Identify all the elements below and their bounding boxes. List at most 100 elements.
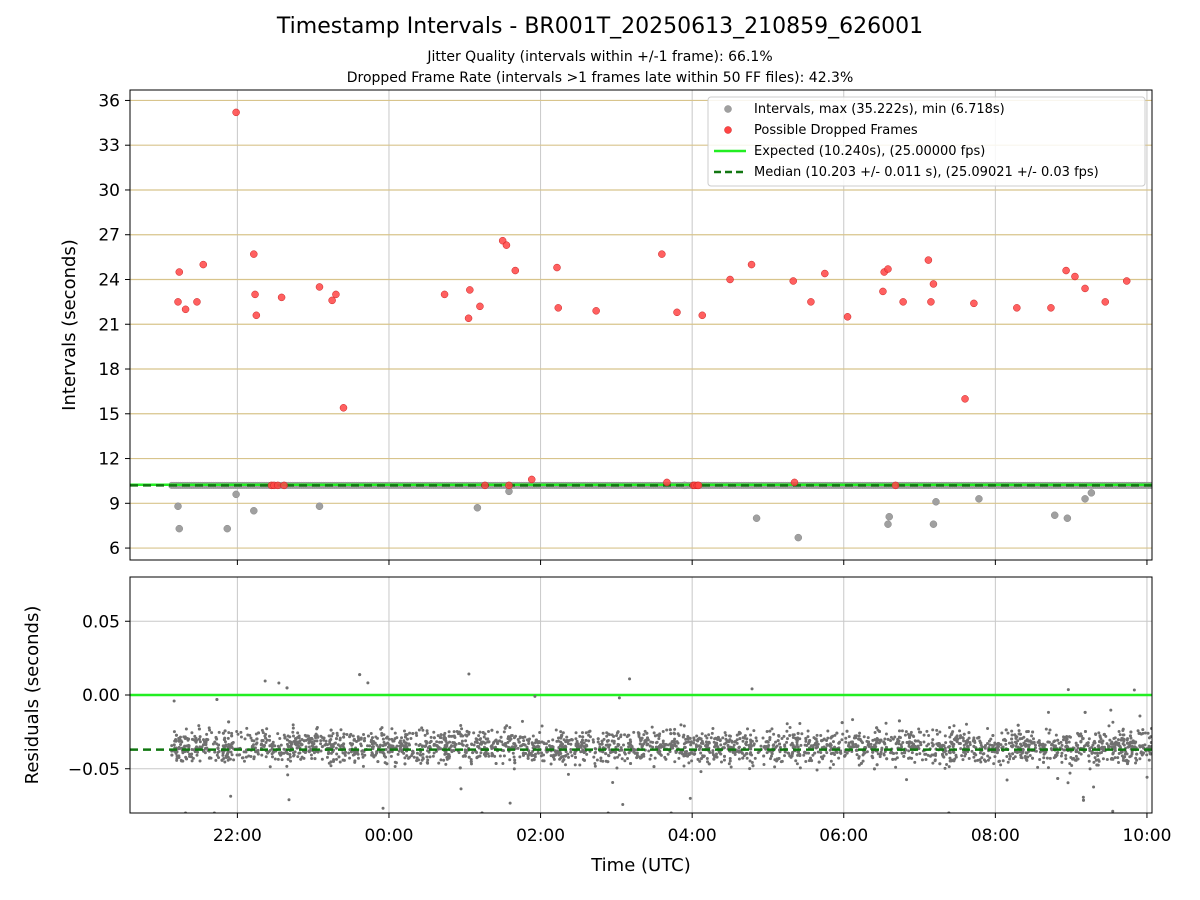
residual-point: [1016, 723, 1020, 727]
residual-point: [707, 762, 711, 766]
residual-point: [508, 758, 512, 762]
residual-point: [637, 732, 641, 736]
residual-point: [596, 737, 600, 741]
residual-point: [851, 718, 855, 722]
residual-point: [414, 742, 418, 746]
residual-point: [935, 732, 939, 736]
residual-point: [1139, 744, 1143, 748]
residual-point: [897, 719, 901, 723]
intervals-y-tick-label: 30: [98, 181, 120, 201]
residual-point: [279, 751, 283, 755]
residual-point: [588, 735, 592, 739]
residual-point: [537, 740, 541, 744]
residual-point: [582, 758, 586, 762]
interval-point: [932, 498, 940, 506]
residual-point: [944, 741, 948, 745]
residual-point: [362, 739, 366, 743]
residual-point: [254, 742, 258, 746]
residual-point: [1069, 756, 1073, 760]
residual-point: [904, 730, 908, 734]
residual-point: [651, 740, 655, 744]
residual-point: [226, 736, 230, 740]
residual-point: [669, 744, 673, 748]
residual-point: [393, 731, 397, 735]
residual-point: [177, 756, 181, 760]
residual-point: [478, 738, 482, 742]
dropped-frame-point: [924, 256, 933, 264]
residual-point: [384, 755, 388, 759]
residual-point: [548, 744, 552, 748]
residual-point: [941, 743, 945, 747]
residual-point: [918, 740, 922, 744]
residual-point: [973, 752, 977, 756]
residual-point: [1107, 724, 1111, 728]
dropped-frame-point: [277, 293, 286, 302]
residual-point: [772, 732, 776, 736]
residual-point: [560, 755, 564, 759]
interval-point: [752, 514, 761, 522]
residual-point: [432, 751, 436, 755]
residual-point: [220, 758, 224, 762]
residuals-x-ticks: 22:00 00:00 02:00 04:00 06:00 08:00 10:00: [213, 813, 1171, 846]
residual-point: [265, 738, 269, 742]
residual-point: [539, 754, 543, 758]
residual-point: [1005, 778, 1009, 782]
residual-point: [254, 750, 258, 754]
residual-point: [878, 755, 882, 759]
residual-point: [1116, 743, 1120, 747]
residual-point: [699, 737, 703, 741]
residual-point: [707, 741, 711, 745]
residual-point: [414, 731, 418, 735]
residual-point: [870, 754, 874, 758]
dropped-frame-point: [694, 481, 703, 490]
residual-point: [967, 731, 971, 735]
residual-point: [712, 740, 716, 744]
residual-point: [1121, 756, 1125, 760]
residual-point: [701, 755, 705, 759]
residual-point: [291, 734, 295, 738]
residual-point: [833, 733, 837, 737]
residual-point: [855, 753, 859, 757]
residual-point: [972, 755, 976, 759]
residual-point: [461, 743, 465, 747]
residual-point: [857, 737, 861, 741]
residual-point: [511, 751, 515, 755]
residual-point: [300, 738, 304, 742]
residual-point: [753, 756, 757, 760]
residual-point: [564, 750, 568, 754]
residual-point: [526, 756, 530, 760]
residual-point: [785, 729, 789, 733]
residual-point: [563, 744, 567, 748]
residual-point: [766, 746, 770, 750]
residual-point: [442, 758, 446, 762]
residual-point: [952, 724, 956, 728]
residual-point: [297, 744, 301, 748]
residual-point: [566, 755, 570, 759]
residual-point: [282, 747, 286, 751]
residual-point: [380, 733, 384, 737]
residual-point: [688, 796, 692, 800]
residual-point: [692, 738, 696, 742]
residual-point: [716, 736, 720, 740]
residual-point: [1010, 729, 1014, 733]
residual-point: [713, 737, 717, 741]
residual-point: [981, 752, 985, 756]
residual-point: [955, 735, 959, 739]
residual-point: [368, 744, 372, 748]
residual-point: [405, 737, 409, 741]
residual-point: [1074, 754, 1078, 758]
residual-point: [230, 745, 234, 749]
residual-point: [1064, 757, 1068, 761]
residual-point: [236, 732, 240, 736]
residual-point: [606, 760, 610, 764]
residual-point: [1149, 740, 1152, 744]
residual-point: [604, 752, 608, 756]
residual-point: [875, 763, 879, 767]
residual-point: [645, 731, 649, 735]
residual-point: [549, 754, 553, 758]
residual-point: [654, 741, 658, 745]
residual-point: [172, 743, 176, 747]
residual-point: [472, 731, 476, 735]
residual-point: [772, 743, 776, 747]
residual-point: [415, 756, 419, 760]
